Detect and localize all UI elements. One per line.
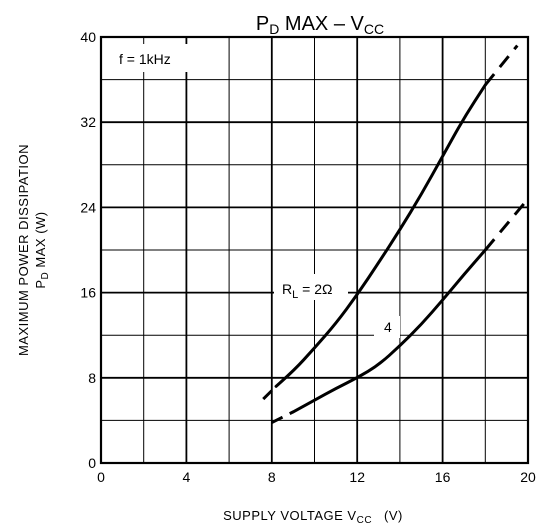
x-axis-label: SUPPLY VOLTAGE VCC (V) <box>223 508 403 526</box>
x-tick-label: 8 <box>268 469 276 485</box>
x-tick-label: 0 <box>97 469 105 485</box>
y-tick-label: 8 <box>88 370 96 386</box>
y-tick-label: 0 <box>88 455 96 471</box>
series-dashed-end-2ohm <box>484 44 519 86</box>
series-label-2ohm: RL = 2Ω <box>282 281 332 301</box>
x-tick-label: 20 <box>520 469 536 485</box>
annotation-background <box>107 44 205 72</box>
y-axis-label-line2: PD MAX (W) <box>33 211 51 288</box>
series-label-bg-4ohm <box>374 316 400 338</box>
x-tick-label: 16 <box>435 469 451 485</box>
series-dashed-start-2ohm <box>262 385 278 401</box>
series-dashed-start-4ohm <box>271 410 294 424</box>
frequency-annotation: f = 1kHz <box>119 51 171 67</box>
y-axis-label: MAXIMUM POWER DISSIPATION PD MAX (W) <box>16 144 51 356</box>
series-dashed-end-4ohm <box>484 197 530 251</box>
series-label-4ohm: 4 <box>384 319 392 335</box>
y-tick-label: 24 <box>80 199 96 215</box>
y-tick-label: 16 <box>80 285 96 301</box>
axis-tick-labels: 0 4 8 12 16 20 0 8 16 24 32 40 <box>80 29 536 485</box>
y-tick-label: 32 <box>80 114 96 130</box>
plot-frame <box>99 35 530 465</box>
series-layer <box>262 44 530 424</box>
x-tick-label: 12 <box>349 469 365 485</box>
series-line-4ohm <box>291 248 487 414</box>
series-label-bg-2ohm <box>274 274 348 300</box>
chart-title: PD MAX – VCC <box>256 13 384 37</box>
x-tick-label: 4 <box>183 469 191 485</box>
y-tick-label: 40 <box>80 29 96 45</box>
y-axis-label-line1: MAXIMUM POWER DISSIPATION <box>16 144 31 356</box>
series-line-2ohm <box>274 83 487 388</box>
